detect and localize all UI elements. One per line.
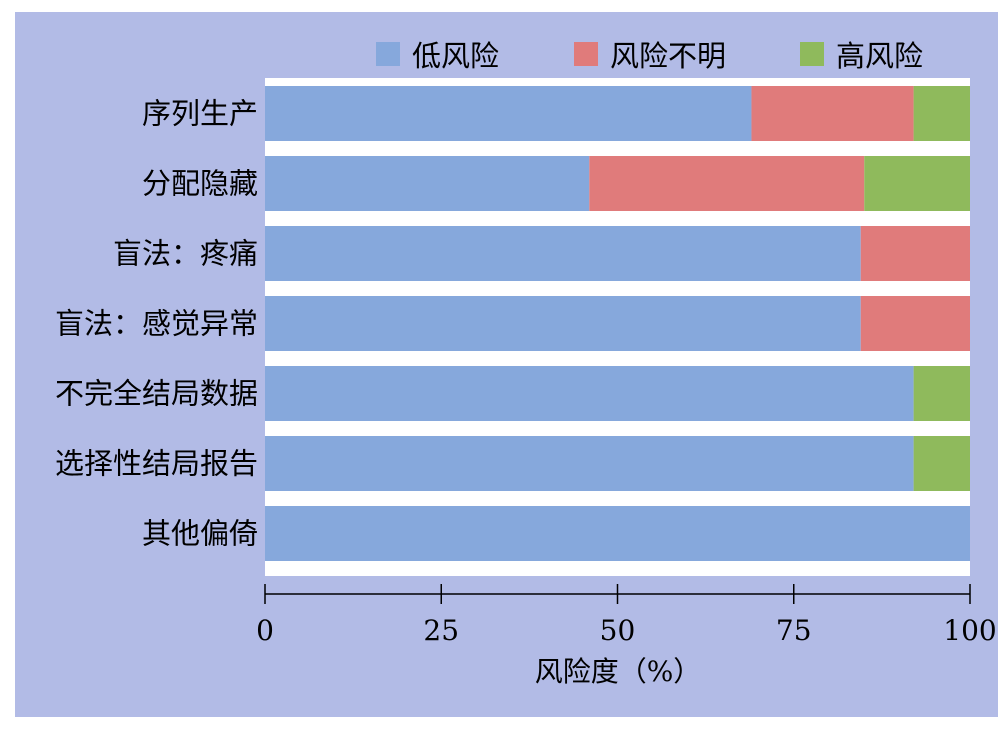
x-axis-title: 风险度（%） bbox=[535, 655, 702, 688]
category-label: 序列生产 bbox=[142, 97, 258, 131]
bar-segment bbox=[589, 156, 865, 211]
x-tick-label: 25 bbox=[423, 614, 459, 647]
bar-segment bbox=[913, 436, 970, 491]
bar-segment bbox=[860, 296, 970, 351]
legend-swatch bbox=[376, 42, 400, 66]
bar-segment bbox=[864, 156, 970, 211]
bar-segment bbox=[860, 226, 970, 281]
category-label: 选择性结局报告 bbox=[55, 447, 258, 481]
bar-segment bbox=[265, 156, 590, 211]
legend-swatch bbox=[574, 42, 598, 66]
legend: 低风险 风险不明 高风险 bbox=[376, 39, 923, 73]
x-tick-label: 75 bbox=[776, 614, 812, 647]
bar-segment bbox=[913, 86, 970, 141]
bar-segment bbox=[265, 366, 914, 421]
legend-label: 风险不明 bbox=[610, 39, 726, 73]
category-label: 盲法：疼痛 bbox=[113, 237, 258, 271]
x-tick-label: 0 bbox=[256, 614, 274, 647]
bars-group bbox=[265, 78, 970, 576]
legend-label: 高风险 bbox=[836, 39, 923, 73]
bar-segment bbox=[265, 436, 914, 491]
legend-swatch bbox=[800, 42, 824, 66]
x-tick-label: 100 bbox=[943, 614, 996, 647]
bar-segment bbox=[751, 86, 914, 141]
category-label: 盲法：感觉异常 bbox=[55, 307, 258, 341]
bar-segment bbox=[265, 296, 861, 351]
x-axis: 0 25 50 75 100 bbox=[256, 584, 997, 647]
bar-segment bbox=[913, 366, 970, 421]
bar-segment bbox=[265, 86, 752, 141]
category-label: 不完全结局数据 bbox=[55, 377, 258, 411]
bar-segment bbox=[265, 226, 861, 281]
x-tick-label: 50 bbox=[600, 614, 636, 647]
legend-label: 低风险 bbox=[412, 39, 499, 73]
category-label: 其他偏倚 bbox=[142, 517, 258, 551]
bar-segment bbox=[265, 506, 970, 561]
category-label: 分配隐藏 bbox=[142, 167, 258, 201]
